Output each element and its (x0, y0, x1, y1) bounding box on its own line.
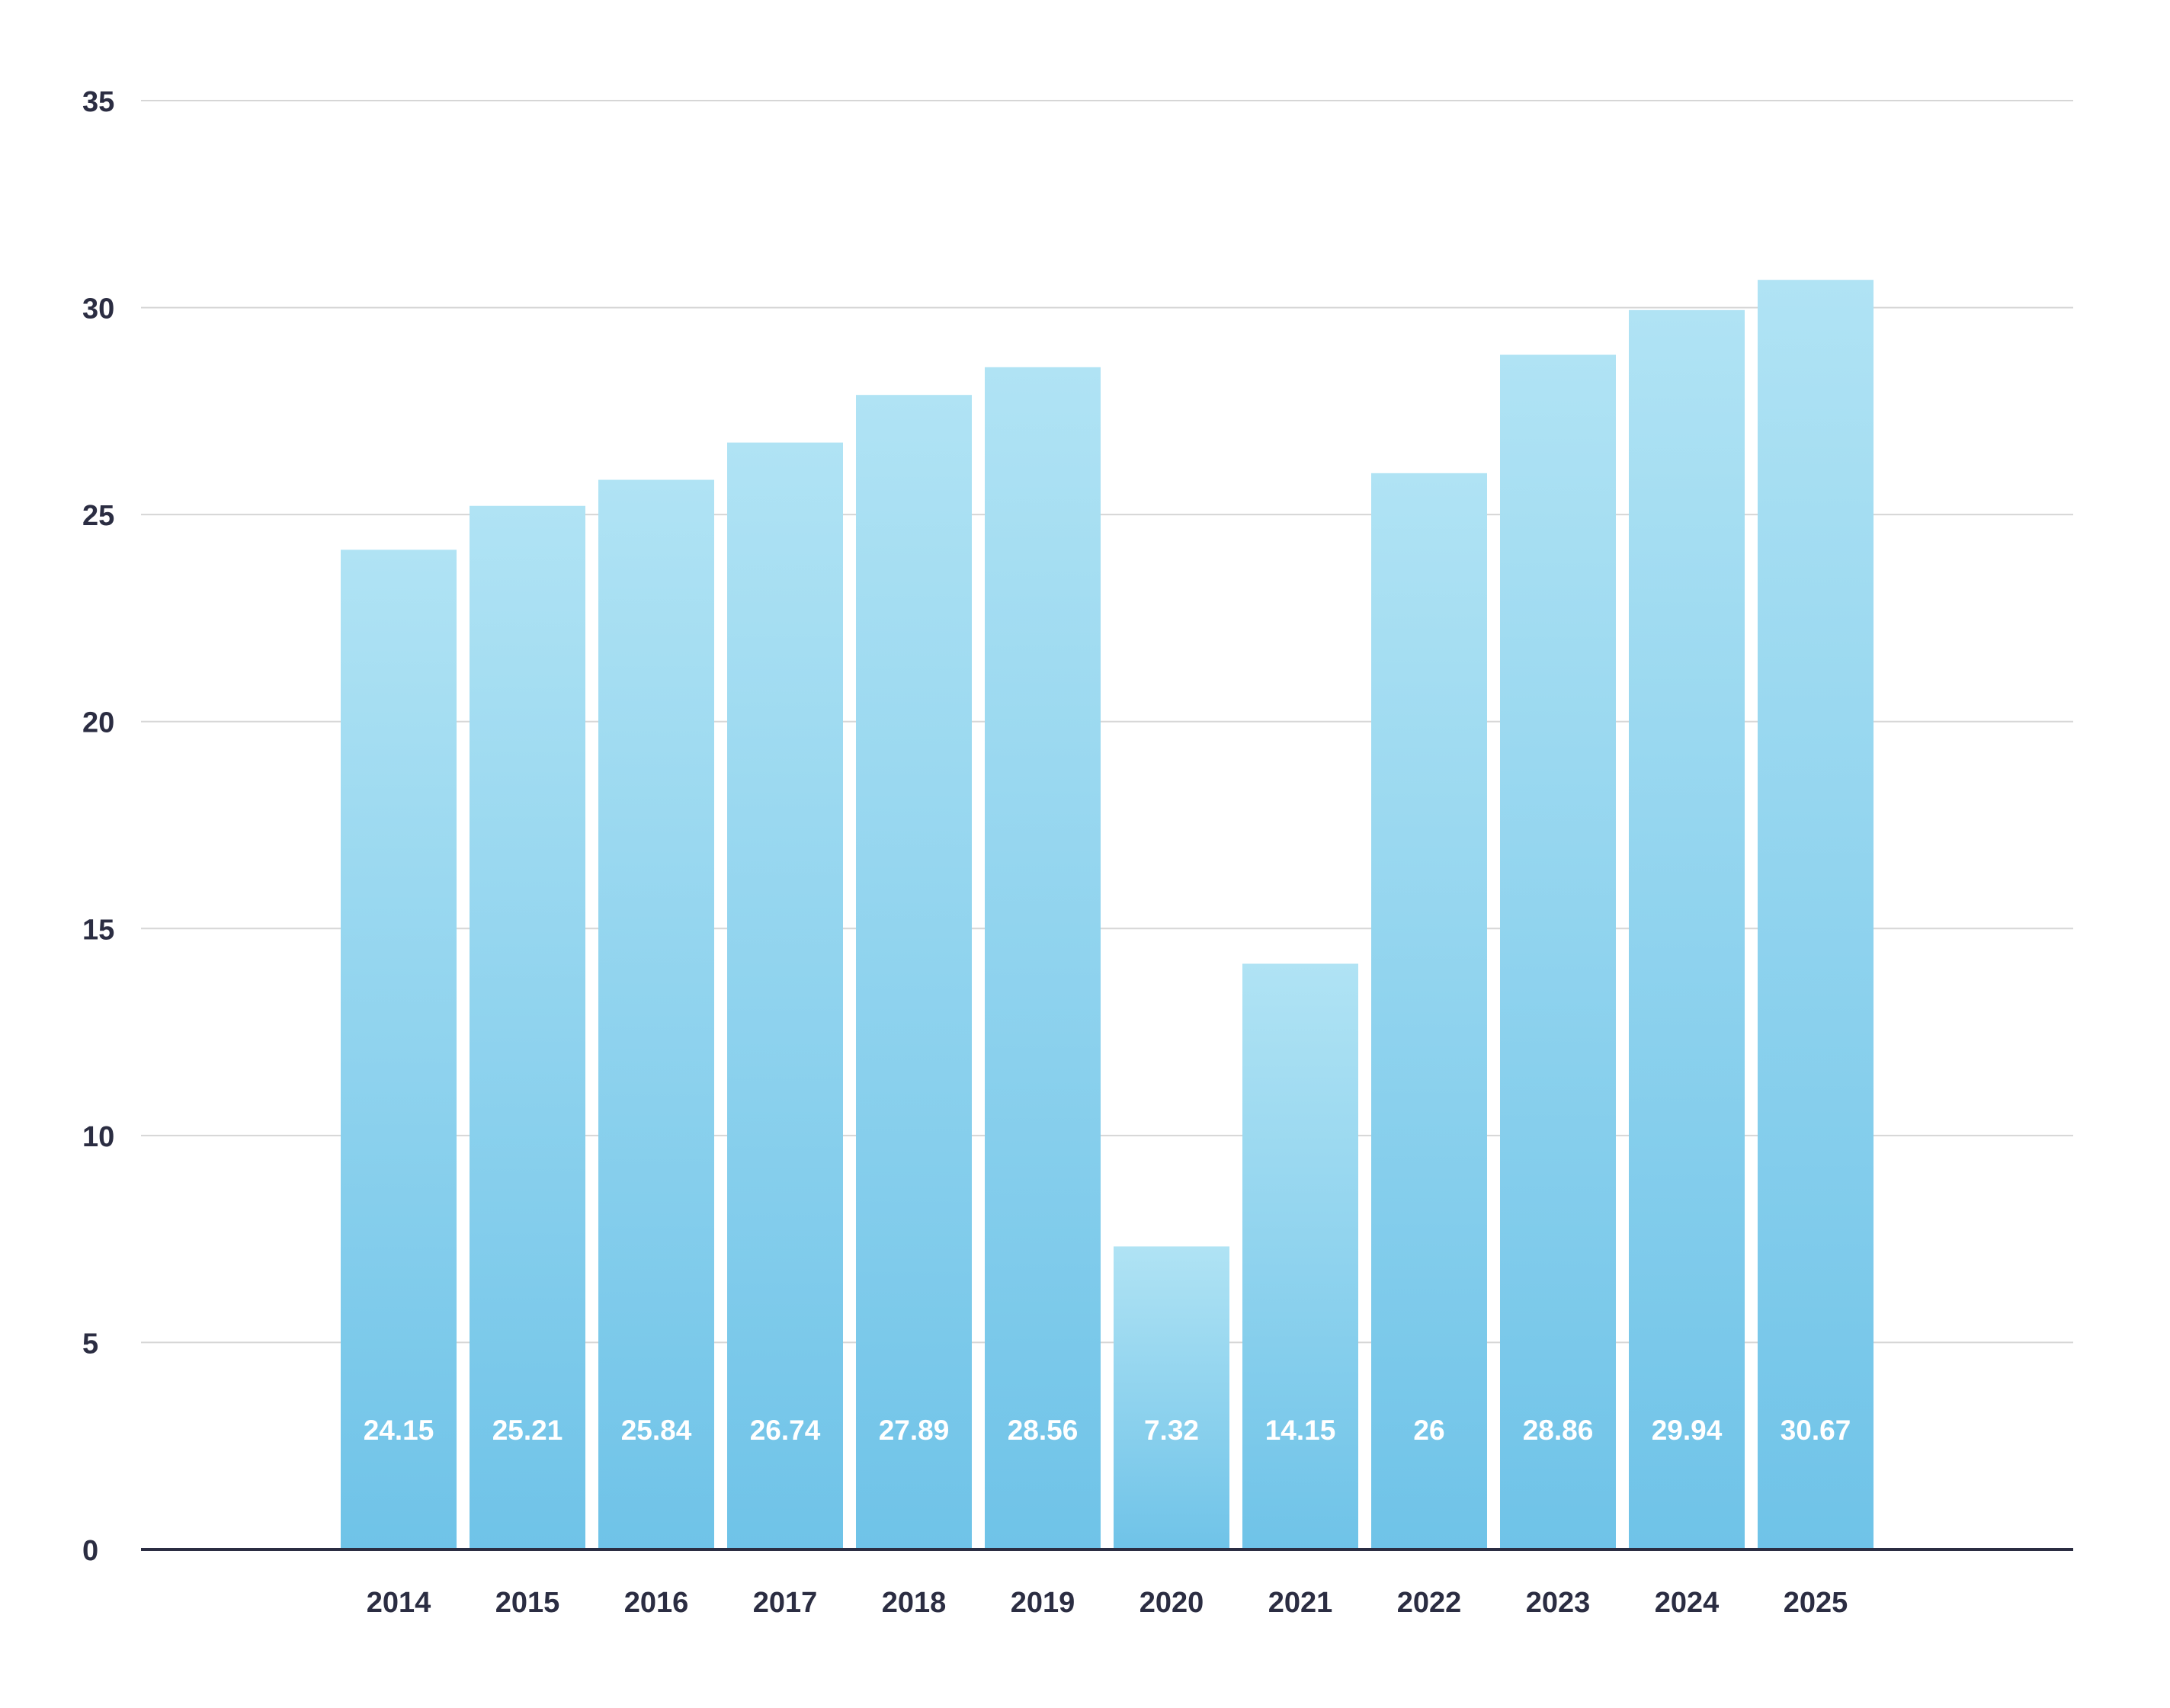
data-label: 14.15 (1265, 1415, 1336, 1446)
data-label: 25.84 (621, 1415, 692, 1446)
data-label: 30.67 (1781, 1415, 1851, 1446)
data-label: 28.56 (1008, 1415, 1079, 1446)
x-tick-label: 2019 (1011, 1587, 1075, 1619)
bar-2015 (470, 505, 585, 1550)
bars (341, 280, 1874, 1550)
y-tick-label: 5 (82, 1328, 98, 1360)
bar-2016 (598, 479, 714, 1550)
y-tick-label: 0 (82, 1535, 98, 1567)
x-tick-label: 2016 (624, 1587, 689, 1619)
data-label: 26.74 (750, 1415, 821, 1446)
x-tick-label: 2014 (367, 1587, 431, 1619)
y-axis-ticks: 0 5 10 15 20 25 30 35 (82, 86, 114, 1567)
x-tick-label: 2015 (495, 1587, 560, 1619)
bar-2014 (341, 550, 457, 1549)
y-tick-label: 25 (82, 500, 114, 532)
y-tick-label: 10 (82, 1121, 114, 1153)
bar-2017 (727, 442, 843, 1549)
data-label: 25.21 (492, 1415, 563, 1446)
bar-2018 (856, 395, 972, 1549)
bar-2019 (985, 367, 1101, 1550)
x-axis-ticks: 2014 2015 2016 2017 2018 2019 2020 2021 2022 2023… (367, 1587, 1848, 1619)
x-tick-label: 2021 (1268, 1587, 1333, 1619)
x-tick-label: 2023 (1526, 1587, 1591, 1619)
bar-2023 (1500, 354, 1616, 1549)
data-labels: 24.15 25.21 25.84 26.74 27.89 28.56 7.32 14.15 2… (364, 1415, 1851, 1446)
x-tick-label: 2022 (1397, 1587, 1462, 1619)
x-tick-label: 2024 (1655, 1587, 1720, 1619)
x-tick-label: 2025 (1784, 1587, 1848, 1619)
y-tick-label: 20 (82, 707, 114, 739)
data-label: 24.15 (364, 1415, 434, 1446)
bar-2020 (1114, 1246, 1229, 1549)
data-label: 7.32 (1144, 1415, 1199, 1446)
bar-2022 (1371, 473, 1487, 1549)
y-tick-label: 15 (82, 914, 114, 946)
x-tick-label: 2018 (882, 1587, 947, 1619)
data-label: 26 (1413, 1415, 1444, 1446)
bar-2025 (1758, 280, 1874, 1549)
x-tick-label: 2020 (1139, 1587, 1204, 1619)
bar-2024 (1629, 309, 1745, 1549)
y-tick-label: 30 (82, 293, 114, 325)
data-label: 29.94 (1652, 1415, 1723, 1446)
bar-2021 (1242, 963, 1358, 1549)
data-label: 28.86 (1523, 1415, 1594, 1446)
y-tick-label: 35 (82, 86, 114, 118)
data-label: 27.89 (879, 1415, 950, 1446)
gridlines (141, 100, 2073, 1344)
x-tick-label: 2017 (753, 1587, 818, 1619)
